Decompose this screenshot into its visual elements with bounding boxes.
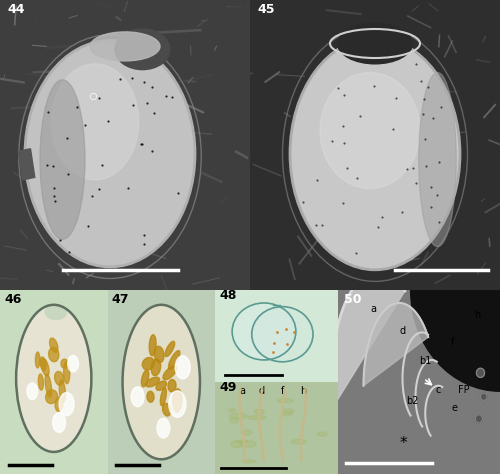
Text: c: c bbox=[435, 385, 440, 395]
Ellipse shape bbox=[419, 73, 456, 246]
Ellipse shape bbox=[55, 397, 63, 411]
Ellipse shape bbox=[160, 388, 166, 406]
Ellipse shape bbox=[291, 439, 306, 444]
Ellipse shape bbox=[230, 441, 243, 447]
Ellipse shape bbox=[230, 413, 247, 419]
Ellipse shape bbox=[38, 374, 44, 390]
Text: 47: 47 bbox=[112, 293, 130, 306]
Text: *: * bbox=[399, 436, 407, 451]
Ellipse shape bbox=[476, 415, 482, 423]
Ellipse shape bbox=[59, 392, 74, 416]
Text: f: f bbox=[451, 337, 454, 347]
Ellipse shape bbox=[317, 432, 328, 436]
Ellipse shape bbox=[25, 41, 195, 267]
Text: b1: b1 bbox=[419, 356, 431, 365]
Text: a: a bbox=[239, 386, 245, 396]
Ellipse shape bbox=[154, 346, 164, 363]
Ellipse shape bbox=[165, 341, 174, 356]
Ellipse shape bbox=[157, 418, 170, 438]
Ellipse shape bbox=[16, 305, 92, 452]
Ellipse shape bbox=[142, 370, 149, 387]
Text: a: a bbox=[370, 304, 376, 314]
Ellipse shape bbox=[122, 305, 200, 459]
Ellipse shape bbox=[173, 389, 182, 412]
Ellipse shape bbox=[240, 441, 256, 447]
Ellipse shape bbox=[168, 380, 176, 392]
Ellipse shape bbox=[146, 377, 160, 387]
Ellipse shape bbox=[230, 418, 238, 423]
Ellipse shape bbox=[52, 412, 66, 432]
Ellipse shape bbox=[236, 440, 248, 443]
Ellipse shape bbox=[115, 29, 170, 70]
Ellipse shape bbox=[41, 358, 49, 376]
Bar bbox=[18, 149, 35, 180]
Ellipse shape bbox=[282, 409, 294, 413]
Text: h: h bbox=[474, 310, 480, 319]
Text: FP: FP bbox=[458, 385, 469, 395]
Text: d: d bbox=[399, 326, 406, 336]
Ellipse shape bbox=[283, 412, 292, 416]
Ellipse shape bbox=[248, 416, 266, 419]
Ellipse shape bbox=[48, 347, 59, 362]
Ellipse shape bbox=[254, 409, 264, 414]
Ellipse shape bbox=[131, 387, 144, 407]
Text: 50: 50 bbox=[344, 293, 362, 306]
Ellipse shape bbox=[169, 391, 186, 417]
Ellipse shape bbox=[147, 391, 154, 402]
Ellipse shape bbox=[163, 366, 176, 380]
Ellipse shape bbox=[142, 357, 154, 370]
Ellipse shape bbox=[338, 23, 412, 64]
Text: b2: b2 bbox=[406, 396, 418, 406]
Ellipse shape bbox=[252, 307, 313, 362]
Text: d: d bbox=[258, 386, 264, 396]
Ellipse shape bbox=[242, 460, 256, 463]
Ellipse shape bbox=[151, 359, 160, 376]
Ellipse shape bbox=[228, 409, 235, 412]
Ellipse shape bbox=[40, 80, 85, 239]
Ellipse shape bbox=[320, 73, 420, 189]
Ellipse shape bbox=[162, 403, 171, 416]
Text: 49: 49 bbox=[220, 381, 238, 394]
Wedge shape bbox=[410, 290, 500, 391]
Ellipse shape bbox=[156, 381, 166, 391]
Ellipse shape bbox=[45, 305, 66, 319]
Text: 44: 44 bbox=[8, 3, 25, 16]
Ellipse shape bbox=[278, 399, 293, 402]
Ellipse shape bbox=[168, 351, 180, 369]
Ellipse shape bbox=[40, 357, 46, 370]
Ellipse shape bbox=[480, 393, 487, 401]
Text: 46: 46 bbox=[4, 293, 21, 306]
Ellipse shape bbox=[46, 390, 58, 404]
Ellipse shape bbox=[68, 356, 78, 372]
Text: f: f bbox=[280, 386, 284, 396]
Ellipse shape bbox=[27, 383, 38, 400]
Ellipse shape bbox=[64, 362, 70, 384]
Ellipse shape bbox=[50, 338, 58, 353]
Ellipse shape bbox=[242, 429, 252, 435]
Ellipse shape bbox=[60, 380, 66, 402]
Ellipse shape bbox=[52, 64, 139, 180]
Text: h: h bbox=[300, 386, 306, 396]
Ellipse shape bbox=[36, 352, 40, 368]
Ellipse shape bbox=[290, 38, 460, 270]
Ellipse shape bbox=[149, 335, 156, 356]
Ellipse shape bbox=[90, 32, 160, 61]
Text: 48: 48 bbox=[220, 289, 238, 302]
Ellipse shape bbox=[175, 356, 190, 379]
Ellipse shape bbox=[45, 374, 52, 397]
Ellipse shape bbox=[54, 372, 64, 385]
Text: 45: 45 bbox=[258, 3, 275, 16]
Ellipse shape bbox=[61, 359, 68, 368]
Polygon shape bbox=[364, 303, 428, 386]
Ellipse shape bbox=[232, 303, 296, 360]
Polygon shape bbox=[332, 272, 405, 404]
Ellipse shape bbox=[476, 368, 484, 377]
Text: e: e bbox=[451, 403, 457, 413]
